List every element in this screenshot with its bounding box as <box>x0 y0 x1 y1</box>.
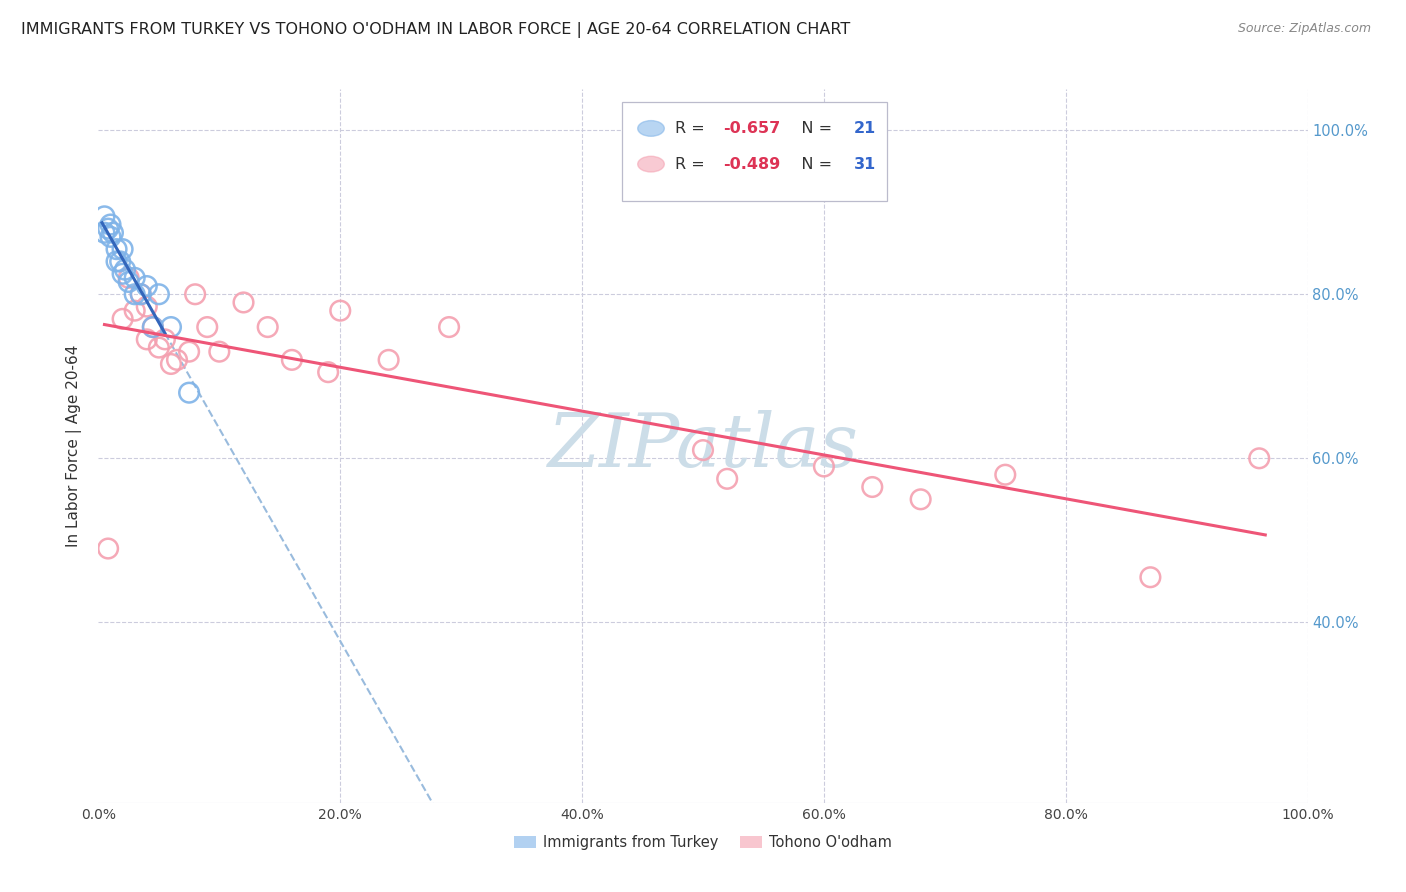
Point <box>716 472 738 486</box>
Point <box>813 459 835 474</box>
Point <box>135 279 157 293</box>
Point <box>93 210 115 224</box>
Text: N =: N = <box>786 121 838 136</box>
Point <box>100 230 122 244</box>
Point <box>994 467 1017 482</box>
Point <box>129 287 152 301</box>
Point <box>142 320 165 334</box>
Point <box>195 320 218 334</box>
Legend: Immigrants from Turkey, Tohono O'odham: Immigrants from Turkey, Tohono O'odham <box>508 830 898 856</box>
Text: 31: 31 <box>855 157 876 171</box>
Point <box>184 287 207 301</box>
Point <box>692 443 714 458</box>
FancyBboxPatch shape <box>621 102 887 202</box>
Point <box>135 300 157 314</box>
Point <box>281 352 304 367</box>
Text: 21: 21 <box>855 121 876 136</box>
Text: R =: R = <box>675 157 710 171</box>
Point <box>910 492 932 507</box>
Point <box>105 254 128 268</box>
Point <box>135 332 157 346</box>
Text: -0.657: -0.657 <box>724 121 780 136</box>
Point <box>101 226 124 240</box>
Point <box>124 270 146 285</box>
Text: IMMIGRANTS FROM TURKEY VS TOHONO O'ODHAM IN LABOR FORCE | AGE 20-64 CORRELATION : IMMIGRANTS FROM TURKEY VS TOHONO O'ODHAM… <box>21 22 851 38</box>
Point <box>129 287 152 301</box>
Point <box>316 365 339 379</box>
Point <box>377 352 399 367</box>
Point <box>208 344 231 359</box>
Point <box>111 311 134 326</box>
Point <box>1249 451 1271 466</box>
Point <box>179 344 201 359</box>
Text: ZIPatlas: ZIPatlas <box>547 409 859 483</box>
Text: N =: N = <box>786 157 838 171</box>
Point <box>148 341 170 355</box>
Point <box>1139 570 1161 584</box>
Text: -0.489: -0.489 <box>724 157 780 171</box>
Text: Source: ZipAtlas.com: Source: ZipAtlas.com <box>1237 22 1371 36</box>
Point <box>93 226 115 240</box>
Point <box>100 218 122 232</box>
Circle shape <box>638 120 664 136</box>
Point <box>179 385 201 400</box>
Point <box>153 332 176 346</box>
Point <box>105 242 128 256</box>
Point <box>166 352 188 367</box>
Point <box>142 320 165 334</box>
Point <box>860 480 883 494</box>
Point <box>118 275 141 289</box>
Text: R =: R = <box>675 121 710 136</box>
Circle shape <box>638 156 664 172</box>
Point <box>111 267 134 281</box>
Point <box>256 320 278 334</box>
Point <box>329 303 352 318</box>
Point <box>124 303 146 318</box>
Point <box>160 320 183 334</box>
Point <box>118 270 141 285</box>
Point <box>124 287 146 301</box>
Point <box>111 242 134 256</box>
Point <box>437 320 460 334</box>
Point <box>97 221 120 235</box>
Point <box>108 254 131 268</box>
Point <box>232 295 254 310</box>
Point <box>97 541 120 556</box>
Point <box>148 287 170 301</box>
Y-axis label: In Labor Force | Age 20-64: In Labor Force | Age 20-64 <box>66 345 83 547</box>
Point <box>160 357 183 371</box>
Point <box>114 262 136 277</box>
